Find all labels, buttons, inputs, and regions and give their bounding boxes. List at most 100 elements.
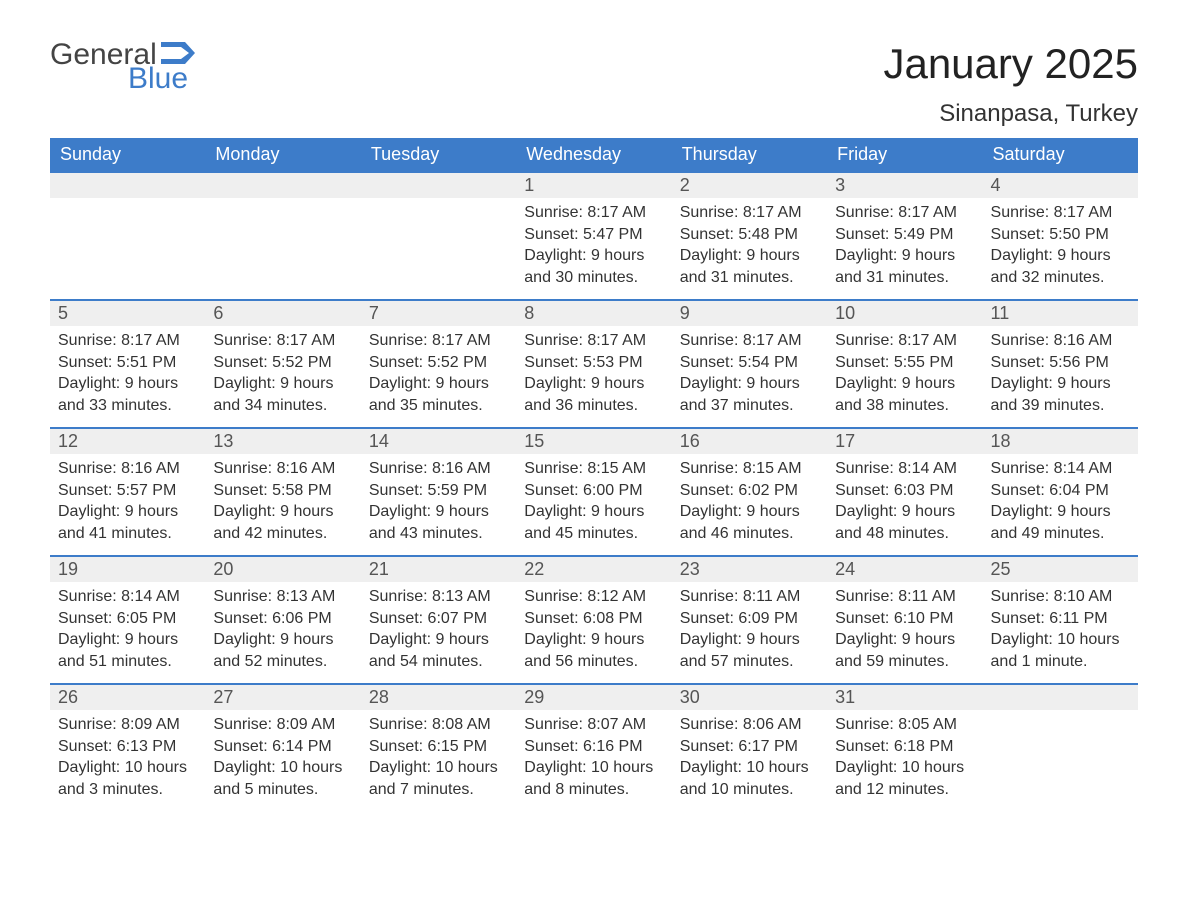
daylight-line: Daylight: 9 hours and 39 minutes. [991,373,1130,416]
weekday-header: Monday [205,138,360,171]
calendar-cell: 21Sunrise: 8:13 AMSunset: 6:07 PMDayligh… [361,555,516,683]
calendar-cell: 20Sunrise: 8:13 AMSunset: 6:06 PMDayligh… [205,555,360,683]
daylight-line: Daylight: 9 hours and 59 minutes. [835,629,974,672]
daylight-line: Daylight: 9 hours and 30 minutes. [524,245,663,288]
day-details: Sunrise: 8:16 AMSunset: 5:58 PMDaylight:… [205,454,360,552]
weekday-header: Saturday [983,138,1138,171]
daylight-line: Daylight: 10 hours and 10 minutes. [680,757,819,800]
sunset-line: Sunset: 6:03 PM [835,480,974,502]
day-number: 30 [672,683,827,710]
day-number: 10 [827,299,982,326]
sunrise-line: Sunrise: 8:11 AM [680,586,819,608]
day-number [983,683,1138,710]
day-details: Sunrise: 8:17 AMSunset: 5:51 PMDaylight:… [50,326,205,424]
sunrise-line: Sunrise: 8:17 AM [524,330,663,352]
calendar-cell: 14Sunrise: 8:16 AMSunset: 5:59 PMDayligh… [361,427,516,555]
day-details: Sunrise: 8:17 AMSunset: 5:52 PMDaylight:… [205,326,360,424]
sunset-line: Sunset: 5:52 PM [213,352,352,374]
day-details: Sunrise: 8:12 AMSunset: 6:08 PMDaylight:… [516,582,671,680]
sunrise-line: Sunrise: 8:13 AM [213,586,352,608]
day-number: 2 [672,171,827,198]
day-number: 26 [50,683,205,710]
sunset-line: Sunset: 6:02 PM [680,480,819,502]
calendar-cell: 2Sunrise: 8:17 AMSunset: 5:48 PMDaylight… [672,171,827,299]
sunrise-line: Sunrise: 8:17 AM [213,330,352,352]
calendar-cell: 10Sunrise: 8:17 AMSunset: 5:55 PMDayligh… [827,299,982,427]
day-details: Sunrise: 8:17 AMSunset: 5:47 PMDaylight:… [516,198,671,296]
sunrise-line: Sunrise: 8:16 AM [213,458,352,480]
day-number: 21 [361,555,516,582]
sunset-line: Sunset: 5:59 PM [369,480,508,502]
sunrise-line: Sunrise: 8:09 AM [213,714,352,736]
sunrise-line: Sunrise: 8:15 AM [524,458,663,480]
sunrise-line: Sunrise: 8:13 AM [369,586,508,608]
day-number: 17 [827,427,982,454]
sunrise-line: Sunrise: 8:11 AM [835,586,974,608]
daylight-line: Daylight: 9 hours and 46 minutes. [680,501,819,544]
calendar-cell: 17Sunrise: 8:14 AMSunset: 6:03 PMDayligh… [827,427,982,555]
daylight-line: Daylight: 10 hours and 8 minutes. [524,757,663,800]
logo-word-blue: Blue [128,64,195,94]
sunset-line: Sunset: 5:52 PM [369,352,508,374]
daylight-line: Daylight: 9 hours and 56 minutes. [524,629,663,672]
sunrise-line: Sunrise: 8:17 AM [524,202,663,224]
calendar-cell: 29Sunrise: 8:07 AMSunset: 6:16 PMDayligh… [516,683,671,811]
sunrise-line: Sunrise: 8:05 AM [835,714,974,736]
sunset-line: Sunset: 6:15 PM [369,736,508,758]
calendar-cell: 6Sunrise: 8:17 AMSunset: 5:52 PMDaylight… [205,299,360,427]
sunset-line: Sunset: 5:53 PM [524,352,663,374]
day-number: 28 [361,683,516,710]
day-details: Sunrise: 8:16 AMSunset: 5:59 PMDaylight:… [361,454,516,552]
daylight-line: Daylight: 9 hours and 36 minutes. [524,373,663,416]
sunset-line: Sunset: 5:47 PM [524,224,663,246]
sunrise-line: Sunrise: 8:17 AM [835,330,974,352]
day-details [361,198,516,210]
day-number: 3 [827,171,982,198]
sunset-line: Sunset: 6:16 PM [524,736,663,758]
day-details: Sunrise: 8:17 AMSunset: 5:49 PMDaylight:… [827,198,982,296]
day-details: Sunrise: 8:17 AMSunset: 5:48 PMDaylight:… [672,198,827,296]
daylight-line: Daylight: 10 hours and 12 minutes. [835,757,974,800]
daylight-line: Daylight: 9 hours and 31 minutes. [680,245,819,288]
weekday-header: Sunday [50,138,205,171]
calendar-cell: 26Sunrise: 8:09 AMSunset: 6:13 PMDayligh… [50,683,205,811]
day-details: Sunrise: 8:16 AMSunset: 5:57 PMDaylight:… [50,454,205,552]
calendar-cell: 19Sunrise: 8:14 AMSunset: 6:05 PMDayligh… [50,555,205,683]
sunset-line: Sunset: 6:00 PM [524,480,663,502]
daylight-line: Daylight: 9 hours and 31 minutes. [835,245,974,288]
calendar-cell [983,683,1138,811]
sunset-line: Sunset: 6:08 PM [524,608,663,630]
sunset-line: Sunset: 6:17 PM [680,736,819,758]
calendar-week-row: 5Sunrise: 8:17 AMSunset: 5:51 PMDaylight… [50,299,1138,427]
daylight-line: Daylight: 9 hours and 51 minutes. [58,629,197,672]
day-number: 18 [983,427,1138,454]
daylight-line: Daylight: 10 hours and 1 minute. [991,629,1130,672]
day-number: 11 [983,299,1138,326]
sunset-line: Sunset: 6:14 PM [213,736,352,758]
calendar-cell: 13Sunrise: 8:16 AMSunset: 5:58 PMDayligh… [205,427,360,555]
sunset-line: Sunset: 6:07 PM [369,608,508,630]
weekday-header: Thursday [672,138,827,171]
sunset-line: Sunset: 6:11 PM [991,608,1130,630]
daylight-line: Daylight: 9 hours and 45 minutes. [524,501,663,544]
day-number: 24 [827,555,982,582]
day-number: 8 [516,299,671,326]
sunset-line: Sunset: 5:56 PM [991,352,1130,374]
sunrise-line: Sunrise: 8:10 AM [991,586,1130,608]
day-number: 22 [516,555,671,582]
calendar-cell: 16Sunrise: 8:15 AMSunset: 6:02 PMDayligh… [672,427,827,555]
weekday-header: Friday [827,138,982,171]
day-number: 31 [827,683,982,710]
daylight-line: Daylight: 9 hours and 49 minutes. [991,501,1130,544]
sunset-line: Sunset: 5:58 PM [213,480,352,502]
sunrise-line: Sunrise: 8:12 AM [524,586,663,608]
daylight-line: Daylight: 9 hours and 34 minutes. [213,373,352,416]
calendar-cell: 3Sunrise: 8:17 AMSunset: 5:49 PMDaylight… [827,171,982,299]
sunrise-line: Sunrise: 8:08 AM [369,714,508,736]
daylight-line: Daylight: 9 hours and 35 minutes. [369,373,508,416]
day-details: Sunrise: 8:11 AMSunset: 6:10 PMDaylight:… [827,582,982,680]
calendar-cell: 23Sunrise: 8:11 AMSunset: 6:09 PMDayligh… [672,555,827,683]
daylight-line: Daylight: 9 hours and 52 minutes. [213,629,352,672]
calendar-cell: 11Sunrise: 8:16 AMSunset: 5:56 PMDayligh… [983,299,1138,427]
day-details: Sunrise: 8:10 AMSunset: 6:11 PMDaylight:… [983,582,1138,680]
